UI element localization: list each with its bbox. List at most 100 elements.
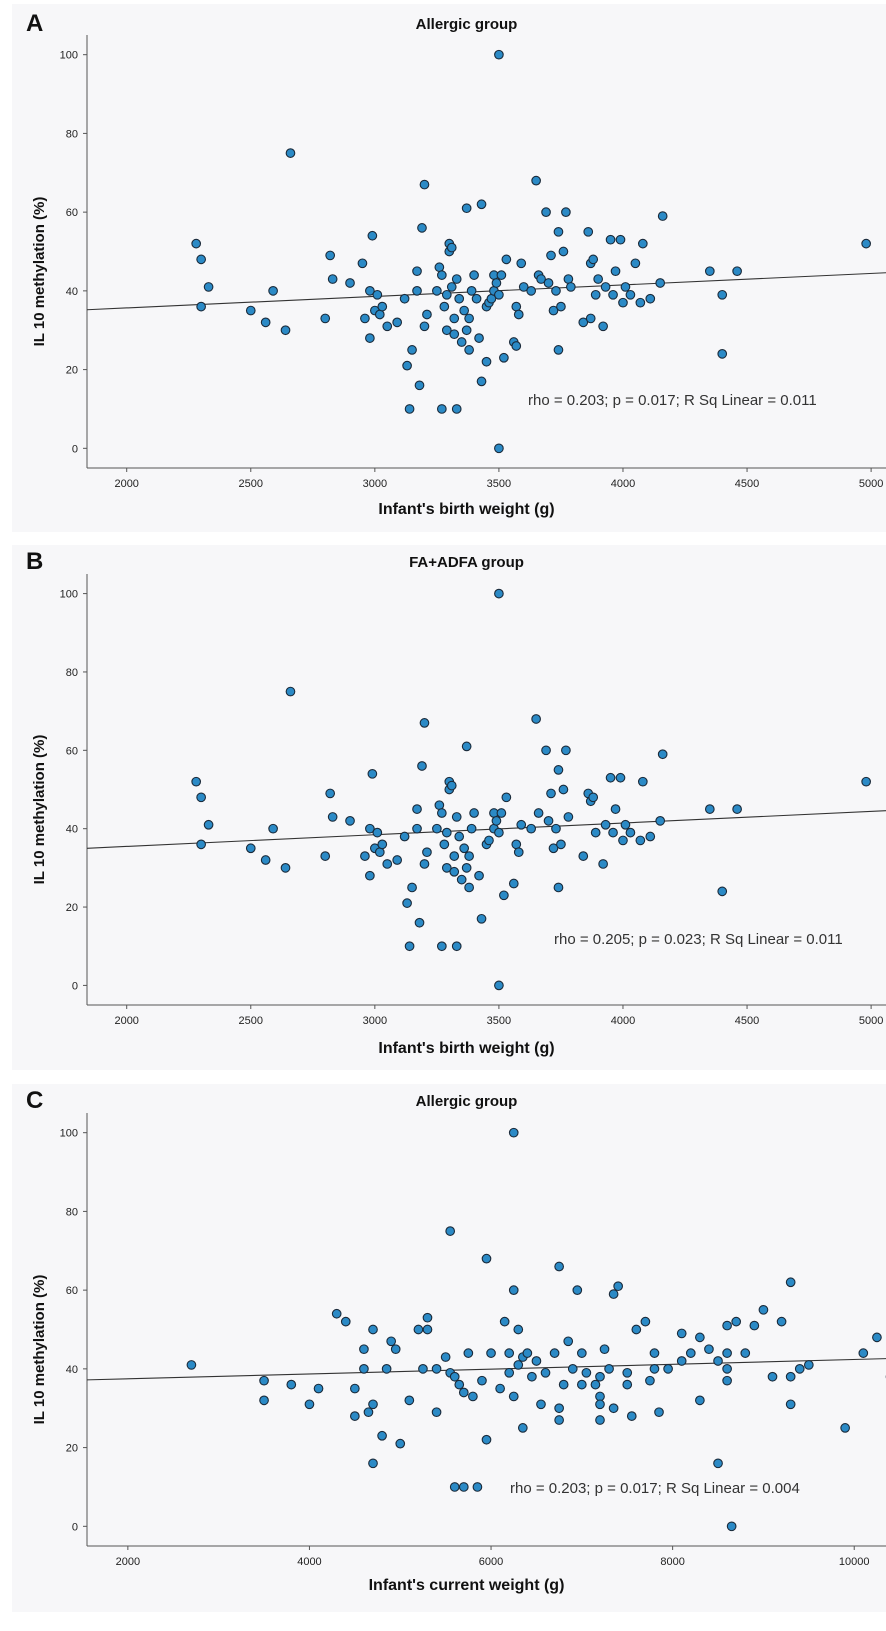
data-point <box>374 309 385 320</box>
data-point <box>704 1344 714 1355</box>
data-point <box>340 1316 351 1327</box>
data-point <box>368 1458 378 1469</box>
data-point <box>740 1348 751 1358</box>
chart-title: Allergic group <box>416 1093 518 1110</box>
data-point <box>722 1364 732 1374</box>
data-point <box>615 234 626 245</box>
fit-line <box>87 1358 886 1381</box>
data-point <box>365 286 375 296</box>
x-tick-label: 8000 <box>660 1556 684 1568</box>
data-point <box>695 1395 705 1406</box>
data-point <box>717 348 728 359</box>
data-point <box>553 226 564 237</box>
data-point <box>461 863 472 873</box>
panel-background <box>12 4 886 532</box>
data-point <box>511 839 522 850</box>
data-point <box>695 1332 705 1343</box>
data-point <box>531 175 541 186</box>
chart-panel-c: C Allergic group 0 20 40 60 80 100 2000 4000 6000 8… <box>12 1084 886 1612</box>
data-point <box>395 1438 406 1449</box>
data-point <box>595 1391 605 1402</box>
data-point <box>794 1364 805 1374</box>
data-point <box>548 305 559 316</box>
data-point <box>280 325 291 336</box>
data-point <box>605 234 616 245</box>
data-point <box>449 1482 460 1492</box>
data-point <box>531 1356 542 1366</box>
data-point <box>731 1316 742 1327</box>
data-point <box>365 823 375 834</box>
data-point <box>486 1348 496 1358</box>
data-point <box>436 270 447 280</box>
data-point <box>422 1324 433 1335</box>
data-point <box>440 1352 451 1362</box>
data-point <box>463 1348 474 1358</box>
data-point <box>588 792 599 803</box>
data-point <box>576 1379 587 1390</box>
data-point <box>540 1367 551 1378</box>
data-point <box>556 839 566 850</box>
y-tick-label: 100 <box>60 1128 78 1140</box>
data-point <box>548 843 559 854</box>
data-point <box>445 1226 456 1236</box>
x-tick-label: 4000 <box>611 1015 635 1027</box>
x-tick-label: 2500 <box>239 478 263 490</box>
data-point <box>260 317 271 328</box>
data-point <box>191 776 202 787</box>
data-point <box>649 1364 660 1374</box>
data-point <box>516 819 527 830</box>
data-point <box>404 941 415 952</box>
data-point <box>558 784 569 795</box>
data-point <box>454 831 465 842</box>
data-point <box>622 1367 633 1378</box>
data-point <box>600 819 611 830</box>
data-point <box>553 765 564 775</box>
data-point <box>402 898 412 908</box>
data-point <box>618 835 628 846</box>
data-point <box>522 1348 533 1358</box>
data-point <box>359 1364 369 1374</box>
data-point <box>554 1415 564 1425</box>
data-point <box>196 792 206 803</box>
data-point <box>635 297 646 308</box>
data-point <box>392 855 403 865</box>
x-tick-label: 2000 <box>114 478 138 490</box>
data-point <box>637 776 648 787</box>
data-point <box>456 874 467 885</box>
data-point <box>464 313 474 324</box>
data-point <box>245 843 256 854</box>
y-tick-label: 100 <box>60 50 78 62</box>
y-tick-label: 60 <box>66 207 78 219</box>
chart-panel-b: B FA+ADFA group 0 20 40 60 80 100 2000 2500 3000 35… <box>12 545 886 1070</box>
data-point <box>484 835 494 846</box>
data-point <box>513 309 524 320</box>
data-point <box>496 808 507 818</box>
data-point <box>588 254 599 265</box>
data-point <box>526 286 537 296</box>
x-tick-label: 4000 <box>611 478 635 490</box>
data-point <box>474 870 484 881</box>
data-point <box>508 1391 519 1402</box>
x-tick-label: 4000 <box>297 1556 321 1568</box>
data-point <box>372 827 383 838</box>
data-point <box>414 380 425 391</box>
data-point <box>441 289 452 300</box>
data-point <box>418 1364 428 1374</box>
data-point <box>494 588 504 599</box>
data-point <box>516 258 527 269</box>
data-point <box>598 321 608 332</box>
x-tick-label: 6000 <box>479 1556 503 1568</box>
x-axis-label: Infant's birth weight (g) <box>378 1040 554 1057</box>
y-tick-label: 60 <box>66 745 78 757</box>
data-point <box>390 1344 401 1355</box>
data-point <box>417 223 427 233</box>
data-point <box>732 804 742 814</box>
data-point <box>446 282 457 292</box>
data-point <box>541 207 551 217</box>
data-point <box>422 309 432 320</box>
data-point <box>618 297 628 308</box>
data-point <box>456 337 467 347</box>
data-point <box>367 230 378 241</box>
data-point <box>285 148 296 158</box>
